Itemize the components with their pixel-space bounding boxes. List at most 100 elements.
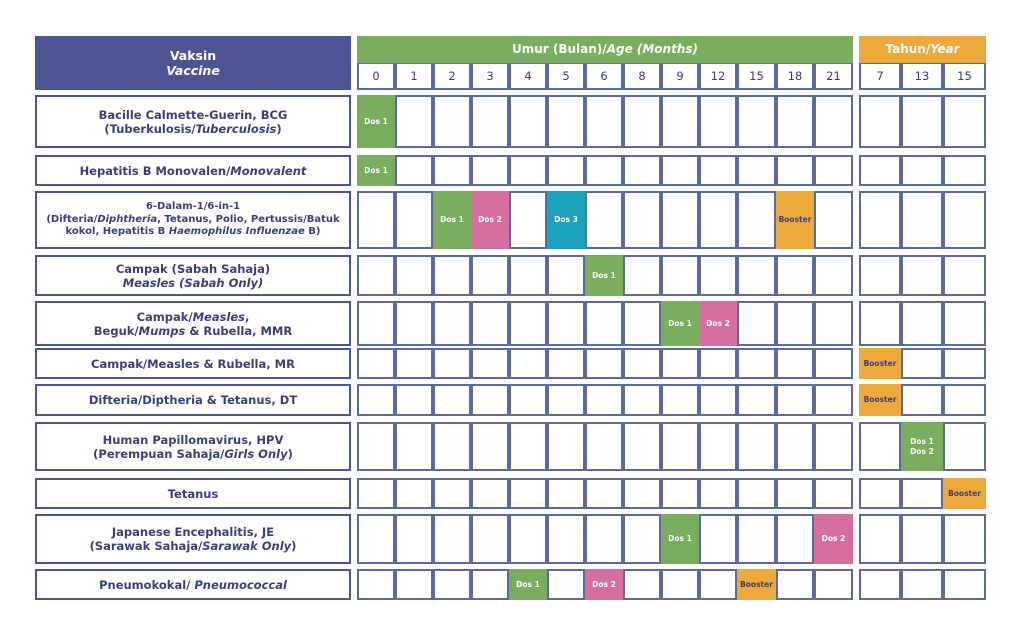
schedule-cell (776, 478, 814, 509)
schedule-cell (699, 514, 737, 564)
schedule-cell (471, 301, 509, 346)
schedule-cell (585, 95, 623, 148)
dose-label: Dos 1 (668, 534, 692, 543)
schedule-cell (395, 191, 433, 249)
schedule-cell (699, 95, 737, 148)
dose-label: Dos 1 (440, 215, 464, 224)
vaccine-name-text: Bacille Calmette-Guerin, BCG (Tuberkulosi… (99, 108, 288, 136)
schedule-cell (661, 255, 699, 296)
schedule-cell (699, 478, 737, 509)
schedule-cell (901, 95, 943, 148)
schedule-cell (901, 191, 943, 249)
year-header-cell: 15 (943, 62, 986, 90)
vaccine-name-segment: Measles (Sabah Only) (122, 275, 264, 290)
dose-label: Booster (948, 488, 981, 498)
vaccine-name-line: Hepatitis B Monovalen/Monovalent (80, 164, 307, 178)
schedule-cell (737, 514, 776, 564)
schedule-cell (814, 155, 853, 186)
vaccine-name-segment: (Difteria/ (46, 213, 98, 225)
month-header-cell: 5 (547, 62, 585, 90)
vaccine-name-segment: Pneumococcal (194, 577, 287, 592)
schedule-cell (623, 155, 661, 186)
schedule-cell (433, 514, 471, 564)
schedule-cell (471, 155, 509, 186)
vaccine-name: Campak/Measles, Beguk/Mumps & Rubella, MM… (35, 301, 351, 346)
dose-label: Dos 3 (554, 215, 578, 224)
schedule-cell (509, 301, 547, 346)
schedule-cell (547, 422, 585, 471)
vaccine-name-text: Campak/Measles & Rubella, MR (91, 357, 295, 371)
vaccine-name-segment: Bacille Calmette-Guerin, BCG (98, 107, 288, 122)
schedule-cell (357, 384, 395, 416)
schedule-cell (943, 348, 986, 379)
schedule-cell (814, 422, 853, 471)
vaccine-name-segment: 6-Dalam-1/6-in-1 (145, 201, 241, 213)
schedule-cell (433, 301, 471, 346)
schedule-cell (395, 569, 433, 600)
vaccine-name: Human Papillomavirus, HPV (Perempuan Saha… (35, 422, 351, 471)
months-header-ms: Umur (Bulan)/ (512, 42, 607, 56)
dose-marker: Booster (859, 384, 901, 416)
dose-marker: Booster (943, 478, 986, 509)
vaccine-name-segment: Monovalent (230, 163, 307, 178)
months-header-divider (357, 60, 853, 63)
vaccine-name-segment: Haemophilus Influenzae (168, 226, 305, 238)
vaccine-name: Difteria/Diptheria & Tetanus, DT (35, 384, 351, 416)
dose-label: Dos 2 (910, 446, 934, 456)
schedule-cell (859, 514, 901, 564)
dose-marker: Dos 2 (699, 301, 737, 346)
dose-marker: Booster (776, 191, 814, 249)
vaccine-name-line: Bacille Calmette-Guerin, BCG (99, 108, 288, 122)
dose-label: Dos 1 (364, 116, 388, 126)
dose-marker: Dos 1 (433, 191, 471, 249)
schedule-cell (699, 422, 737, 471)
schedule-cell (471, 348, 509, 379)
month-label: 3 (486, 69, 494, 83)
vaccine-name-text: Tetanus (168, 487, 219, 501)
vaccine-header-en: Vaccine (166, 63, 220, 78)
schedule-cell (433, 384, 471, 416)
vaccine-name-segment: Girls Only (224, 446, 288, 461)
vaccine-name-segment: Hepatitis B Monovalen/ (79, 163, 231, 178)
vaccine-name: Tetanus (35, 478, 351, 509)
schedule-cell (814, 191, 853, 249)
schedule-cell (901, 348, 943, 379)
schedule-cell (814, 348, 853, 379)
vaccine-name-segment: Human Papillomavirus, HPV (102, 432, 284, 447)
vaccine-name-line: Human Papillomavirus, HPV (93, 433, 293, 447)
schedule-cell (547, 348, 585, 379)
vaccine-name-text: 6-Dalam-1/6-in-1 (Difteria/Diphtheria, Te… (46, 201, 339, 239)
vaccine-name-segment: (Perempuan Sahaja/ (93, 446, 225, 461)
schedule-cell (859, 255, 901, 296)
schedule-cell (943, 301, 986, 346)
dose-label: Dos 1 (364, 165, 388, 175)
schedule-cell (395, 301, 433, 346)
vaccine-header-ms: Vaksin (169, 48, 217, 63)
schedule-cell (737, 478, 776, 509)
month-header-cell: 6 (585, 62, 623, 90)
vaccine-name: 6-Dalam-1/6-in-1 (Difteria/Diphtheria, Te… (35, 191, 351, 249)
schedule-cell (623, 514, 661, 564)
vaccine-name-text: Campak/Measles, Beguk/Mumps & Rubella, MM… (94, 310, 292, 338)
vaccine-name: Bacille Calmette-Guerin, BCG (Tuberkulosi… (35, 95, 351, 148)
schedule-cell (357, 301, 395, 346)
schedule-cell (737, 255, 776, 296)
vaccine-name-segment: B) (304, 226, 321, 238)
vaccine-name: Pneumokokal/ Pneumococcal (35, 569, 351, 600)
dose-marker: Dos 1 (509, 569, 547, 600)
schedule-cell (509, 422, 547, 471)
schedule-cell (661, 478, 699, 509)
schedule-cell (547, 301, 585, 346)
year-label: 7 (876, 69, 884, 83)
schedule-cell (901, 301, 943, 346)
vaccine-name-segment: Tuberculosis (195, 121, 277, 136)
schedule-cell (471, 422, 509, 471)
schedule-cell (661, 191, 699, 249)
schedule-cell (547, 478, 585, 509)
schedule-cell (737, 191, 776, 249)
vaccine-name-segment: ) (291, 539, 297, 553)
schedule-cell (509, 191, 547, 249)
month-header-cell: 21 (814, 62, 853, 90)
vaccine-name-text: Hepatitis B Monovalen/Monovalent (80, 164, 307, 178)
schedule-cell (661, 95, 699, 148)
